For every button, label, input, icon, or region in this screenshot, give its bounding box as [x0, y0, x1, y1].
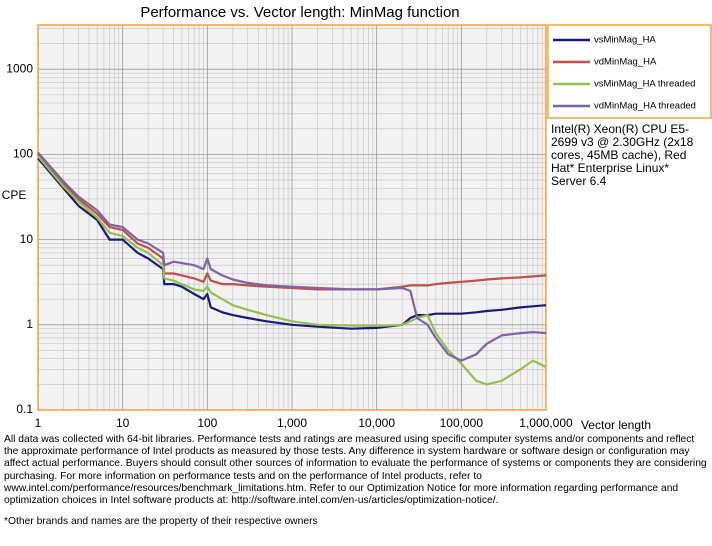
legend-label: vdMinMag_HA threaded: [594, 101, 696, 112]
footnote: All data was collected with 64-bit libra…: [4, 434, 707, 507]
x-axis-label: Vector length: [581, 418, 651, 432]
legend-label: vsMinMag_HA: [594, 35, 656, 46]
y-tick-label: 0.1: [16, 402, 33, 416]
plot-border: [37, 24, 547, 411]
annotation: Intel(R) Xeon(R) CPU E5-2699 v3 @ 2.30GH…: [551, 122, 694, 188]
footnote: *Other brands and names are the property…: [4, 516, 318, 527]
x-tick-label: 100: [197, 416, 217, 430]
x-tick-label: 1: [35, 416, 42, 430]
chart-title: Performance vs. Vector length: MinMag fu…: [140, 4, 459, 21]
x-tick-label: 10,000: [358, 416, 395, 430]
x-tick-label: 100,000: [440, 416, 484, 430]
y-tick-label: 1: [26, 317, 33, 331]
series-line: [37, 157, 547, 330]
x-tick-label: 1,000,000: [519, 416, 573, 430]
x-tick-label: 10: [116, 416, 130, 430]
legend-label: vdMinMag_HA: [594, 57, 657, 68]
y-tick-label: 100: [13, 147, 33, 161]
y-tick-label: 1000: [6, 61, 33, 75]
x-tick-label: 1,000: [277, 416, 307, 430]
series-line: [37, 151, 547, 362]
legend-box: [547, 24, 712, 119]
series-line: [37, 155, 547, 386]
legend-label: vsMinMag_HA threaded: [594, 79, 695, 90]
series-line: [37, 153, 547, 291]
y-tick-label: 10: [20, 232, 34, 246]
y-axis-label: CPE: [2, 188, 27, 202]
